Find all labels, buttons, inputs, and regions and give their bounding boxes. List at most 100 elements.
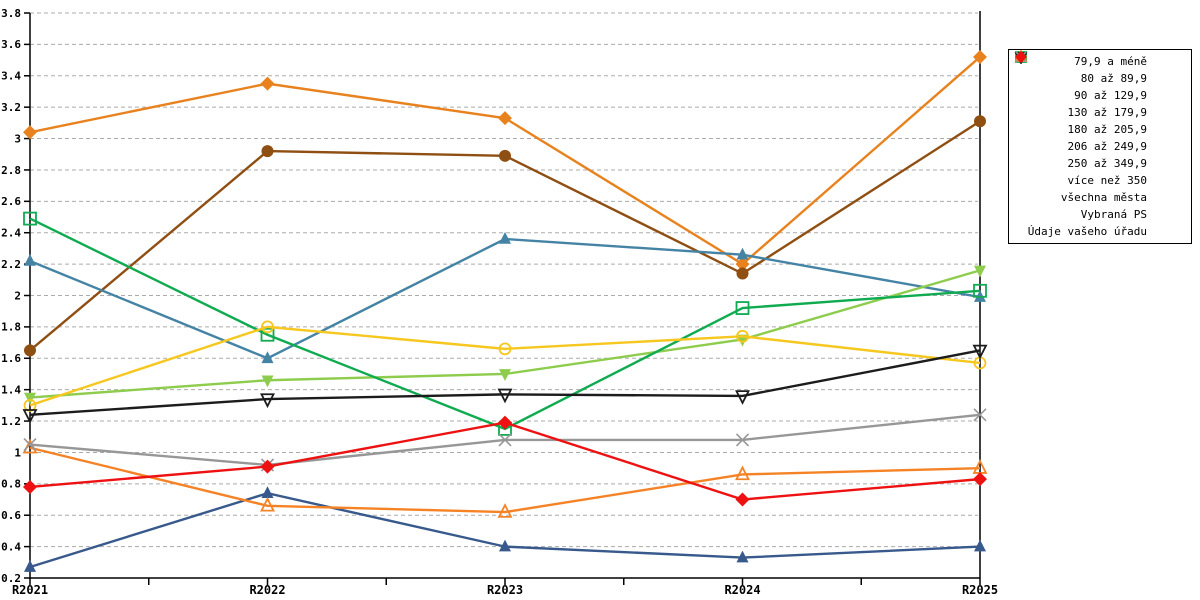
square-marker-icon bbox=[260, 327, 275, 342]
y-tick-label: 2 bbox=[14, 289, 21, 302]
series-7 bbox=[22, 438, 988, 518]
x-tick-label: R2025 bbox=[962, 583, 998, 597]
y-tick-label: 1.6 bbox=[1, 352, 21, 365]
triangle-up-marker-icon bbox=[736, 550, 749, 563]
series-1 bbox=[24, 115, 986, 357]
triangle-up-marker-icon bbox=[497, 503, 513, 518]
legend-diamond-icon bbox=[1015, 51, 1027, 63]
series-3 bbox=[24, 486, 986, 572]
y-tick-label: 0.4 bbox=[1, 540, 21, 553]
circle-marker-icon bbox=[24, 344, 36, 357]
y-tick-label: 1.8 bbox=[1, 321, 21, 334]
y-tick-label: 3.2 bbox=[1, 101, 21, 114]
legend-label: 250 až 349,9 bbox=[1067, 157, 1147, 170]
triangle-up-marker-icon bbox=[974, 539, 986, 552]
triangle-up-marker-icon bbox=[261, 351, 274, 364]
diamond-marker-icon bbox=[260, 459, 275, 474]
series-6 bbox=[23, 320, 987, 412]
legend-label: více než 350 bbox=[1067, 174, 1147, 187]
legend-item: více než 350 bbox=[1009, 50, 1191, 189]
diamond-marker-icon bbox=[498, 415, 512, 430]
legend-label: 90 až 129,9 bbox=[1074, 89, 1147, 102]
triangle-down-marker-icon bbox=[972, 344, 988, 360]
triangle-up-marker-icon bbox=[736, 247, 749, 260]
circle-marker-icon bbox=[498, 342, 512, 356]
y-tick-label: 3 bbox=[14, 132, 21, 145]
series-line bbox=[29, 217, 981, 431]
diamond-marker-icon bbox=[23, 125, 37, 140]
y-tick-label: 1.2 bbox=[1, 415, 21, 428]
y-tick-label: 0.6 bbox=[1, 509, 21, 522]
triangle-down-marker-icon bbox=[497, 388, 513, 404]
series-0 bbox=[23, 49, 987, 272]
legend-label: všechna města bbox=[1060, 191, 1147, 204]
legend: 79,9 a méně 80 až 89,9 90 až 129,9 130 až 1… bbox=[1008, 49, 1192, 244]
y-tick-label: 0.8 bbox=[1, 478, 21, 491]
triangle-down-marker-icon bbox=[499, 369, 511, 381]
circle-marker-icon bbox=[261, 320, 274, 334]
legend-item: 130 až 179,9 bbox=[1009, 51, 1191, 121]
triangle-up-marker-icon bbox=[499, 539, 511, 552]
legend-label: 180 až 205,9 bbox=[1067, 123, 1147, 136]
triangle-down-marker-icon bbox=[735, 390, 750, 405]
triangle-up-marker-icon bbox=[261, 486, 274, 499]
y-tick-label: 2.6 bbox=[1, 195, 21, 208]
legend-label: Údaje vašeho úřadu bbox=[1027, 225, 1147, 238]
legend-item: 206 až 249,9 bbox=[1009, 51, 1191, 155]
x-tick-label: R2022 bbox=[249, 583, 285, 597]
diamond-marker-icon bbox=[1015, 51, 1027, 63]
legend-label: 79,9 a méně bbox=[1074, 55, 1147, 68]
x-marker-icon bbox=[498, 433, 512, 447]
legend-item: 80 až 89,9 bbox=[1009, 52, 1191, 87]
series-8 bbox=[22, 344, 988, 424]
legend-item: 250 až 349,9 bbox=[1009, 51, 1191, 172]
triangle-down-marker-icon bbox=[260, 393, 275, 409]
triangle-up-marker-icon bbox=[735, 465, 750, 481]
circle-marker-icon bbox=[736, 267, 749, 280]
y-tick-label: 2.2 bbox=[1, 258, 21, 271]
triangle-up-marker-icon bbox=[24, 253, 36, 266]
square-marker-icon bbox=[973, 283, 987, 298]
legend-item: 180 až 205,9 bbox=[1009, 53, 1191, 138]
triangle-down-marker-icon bbox=[974, 265, 986, 278]
y-tick-label: 1.4 bbox=[1, 384, 21, 397]
y-tick-label: 2.8 bbox=[1, 164, 21, 177]
x-tick-label: R2024 bbox=[724, 583, 760, 597]
series-line bbox=[29, 237, 981, 360]
series-10 bbox=[23, 415, 987, 507]
diamond-marker-icon bbox=[735, 257, 750, 272]
legend-label: 130 až 179,9 bbox=[1067, 106, 1147, 119]
legend-item: 90 až 129,9 bbox=[1009, 51, 1191, 104]
x-marker-icon bbox=[23, 438, 37, 452]
diamond-marker-icon bbox=[260, 76, 275, 91]
circle-marker-icon bbox=[499, 149, 511, 162]
triangle-down-marker-icon bbox=[24, 392, 36, 405]
y-tick-label: 1 bbox=[14, 446, 21, 459]
square-marker-icon bbox=[23, 211, 37, 226]
y-tick-label: 2.4 bbox=[1, 227, 21, 240]
legend-item: 79,9 a méně bbox=[1009, 51, 1191, 70]
diamond-marker-icon bbox=[973, 49, 987, 64]
series-line bbox=[29, 446, 981, 514]
triangle-down-marker-icon bbox=[22, 409, 38, 424]
series-line bbox=[29, 325, 981, 407]
series-2 bbox=[24, 232, 986, 364]
y-tick-label: 3.6 bbox=[1, 38, 21, 51]
triangle-up-marker-icon bbox=[24, 560, 36, 572]
diamond-marker-icon bbox=[498, 111, 512, 126]
legend-label: Vybraná PS bbox=[1080, 208, 1147, 221]
circle-marker-icon bbox=[974, 115, 986, 128]
square-marker-icon bbox=[735, 301, 750, 315]
y-tick-label: 3.4 bbox=[1, 70, 21, 83]
legend-item: Údaje vašeho úřadu bbox=[1009, 51, 1191, 240]
y-tick-label: 0.2 bbox=[1, 572, 21, 585]
x-tick-label: R2021 bbox=[12, 583, 48, 597]
legend-item: všechna města bbox=[1009, 52, 1191, 206]
triangle-up-marker-icon bbox=[260, 496, 275, 512]
y-tick-label: 3.8 bbox=[1, 7, 21, 20]
diamond-marker-icon bbox=[735, 492, 750, 507]
legend-label: 206 až 249,9 bbox=[1067, 140, 1147, 153]
diamond-marker-icon bbox=[973, 472, 987, 487]
